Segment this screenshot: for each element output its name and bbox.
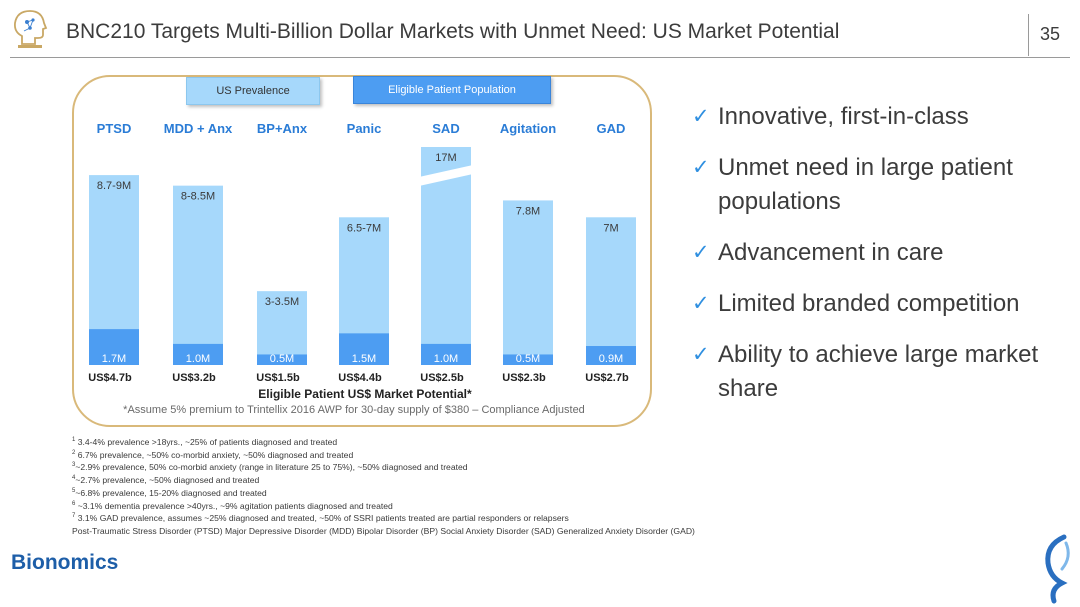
eligible-bar <box>339 333 389 365</box>
eligible-bar <box>503 354 553 365</box>
eligible-bar <box>421 343 471 365</box>
market-potential-label: US$4.7b <box>88 372 132 384</box>
page-number-divider <box>1028 14 1029 56</box>
category-label: Panic <box>347 121 382 136</box>
footnote: 1 3.4-4% prevalence >18yrs., ~25% of pat… <box>72 437 338 447</box>
market-bar-chart: PTSD 8.7-9M 1.7M US$4.7b MDD + Anx 8-8.5M 1.0M… <box>88 121 636 416</box>
eligible-bar <box>586 346 636 365</box>
footnote: 7 3.1% GAD prevalence, assumes ~25% diag… <box>72 513 569 524</box>
category-label: GAD <box>597 121 626 136</box>
benefit-item: ✓ Unmet need in large patient populations <box>690 151 1070 219</box>
category-label: MDD + Anx <box>164 121 233 136</box>
eligible-value-label: 0.5M <box>516 353 540 365</box>
chart-footnote: *Assume 5% premium to Trintellix 2016 AW… <box>123 404 585 416</box>
prevalence-bar <box>586 217 636 365</box>
footnote: 5~6.8% prevalence, 15-20% diagnosed and … <box>72 487 267 498</box>
benefit-text: Advancement in care <box>718 239 944 266</box>
benefit-text: Limited branded competition <box>718 290 1020 317</box>
benefit-list: ✓ Innovative, first-in-class ✓ Unmet need … <box>690 100 1070 423</box>
category-label: PTSD <box>97 121 132 136</box>
market-potential-label: US$3.2b <box>172 372 216 384</box>
title-divider <box>10 57 1070 58</box>
category-label: Agitation <box>500 121 556 136</box>
prevalence-value-label: 8.7-9M <box>97 180 131 192</box>
head-logo-icon <box>13 10 48 48</box>
benefit-item: ✓ Innovative, first-in-class <box>690 100 1070 134</box>
benefit-text: Unmet need in large patient populations <box>718 154 1013 215</box>
prevalence-value-label: 8-8.5M <box>181 191 215 203</box>
bionomics-logo-icon <box>1045 534 1070 604</box>
prevalence-value-label: 17M <box>435 152 456 164</box>
market-potential-label: US$2.5b <box>420 372 464 384</box>
benefit-item: ✓ Limited branded competition <box>690 287 1070 321</box>
check-icon: ✓ <box>692 241 710 264</box>
x-axis-label: Eligible Patient US$ Market Potential* <box>258 387 472 401</box>
brand-name: Bionomics <box>11 551 119 574</box>
eligible-bar <box>257 354 307 365</box>
check-icon: ✓ <box>692 156 710 179</box>
axis-break-mark <box>419 165 473 186</box>
market-potential-label: US$2.3b <box>502 372 546 384</box>
prevalence-value-label: 7.8M <box>516 205 540 217</box>
footnotes: 1 3.4-4% prevalence >18yrs., ~25% of pat… <box>72 436 695 538</box>
legend-us-prevalence: US Prevalence <box>186 77 320 105</box>
page-title: BNC210 Targets Multi-Billion Dollar Mark… <box>66 20 840 43</box>
check-icon: ✓ <box>692 292 710 315</box>
check-icon: ✓ <box>692 343 710 366</box>
prevalence-bar <box>503 200 553 365</box>
category-label: SAD <box>432 121 459 136</box>
eligible-value-label: 1.7M <box>102 353 126 365</box>
market-potential-label: US$2.7b <box>585 372 629 384</box>
eligible-value-label: 0.5M <box>270 353 294 365</box>
page-number: 35 <box>1040 24 1061 44</box>
check-icon: ✓ <box>692 105 710 128</box>
eligible-value-label: 0.9M <box>599 353 623 365</box>
eligible-bar <box>173 343 223 365</box>
footnote: 2 6.7% prevalence, ~50% co-morbid anxiet… <box>72 449 354 460</box>
eligible-value-label: 1.5M <box>352 353 376 365</box>
market-potential-label: US$4.4b <box>338 372 382 384</box>
prevalence-bar <box>173 185 223 365</box>
footnote-abbreviations: Post-Traumatic Stress Disorder (PTSD) Ma… <box>72 525 695 536</box>
legend-eligible-population: Eligible Patient Population <box>353 76 551 104</box>
footnote: 3~2.9% prevalence, 50% co-morbid anxiety… <box>72 462 468 473</box>
benefit-text: Innovative, first-in-class <box>718 103 969 130</box>
prevalence-bar <box>257 291 307 365</box>
benefit-item: ✓ Ability to achieve large market share <box>690 338 1070 406</box>
category-label: BP+Anx <box>257 121 308 136</box>
eligible-value-label: 1.0M <box>186 353 210 365</box>
eligible-bar <box>89 329 139 365</box>
prevalence-value-label: 7M <box>603 222 618 234</box>
market-potential-label: US$1.5b <box>256 372 300 384</box>
prevalence-value-label: 6.5-7M <box>347 222 381 234</box>
eligible-value-label: 1.0M <box>434 353 458 365</box>
benefit-text: Ability to achieve large market share <box>718 341 1039 402</box>
footnote: 6 ~3.1% dementia prevalence >40yrs., ~9%… <box>72 500 393 511</box>
prevalence-value-label: 3-3.5M <box>265 296 299 308</box>
footnote: 4~2.7% prevalence, ~50% diagnosed and tr… <box>72 475 260 486</box>
benefit-item: ✓ Advancement in care <box>690 236 1070 270</box>
